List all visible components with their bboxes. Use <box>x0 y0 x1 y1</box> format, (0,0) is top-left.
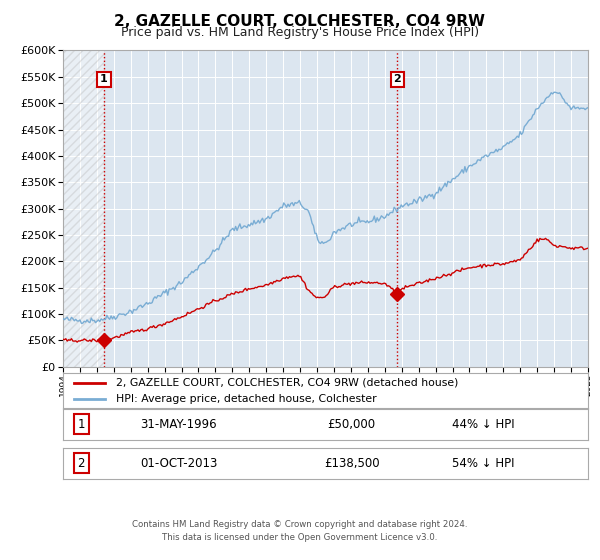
Text: Contains HM Land Registry data © Crown copyright and database right 2024.: Contains HM Land Registry data © Crown c… <box>132 520 468 529</box>
Text: 31-MAY-1996: 31-MAY-1996 <box>140 418 217 431</box>
Text: 2, GAZELLE COURT, COLCHESTER, CO4 9RW (detached house): 2, GAZELLE COURT, COLCHESTER, CO4 9RW (d… <box>115 377 458 388</box>
Text: £138,500: £138,500 <box>324 457 380 470</box>
Bar <box>63 50 104 367</box>
Text: 2: 2 <box>394 74 401 85</box>
Text: This data is licensed under the Open Government Licence v3.0.: This data is licensed under the Open Gov… <box>163 533 437 542</box>
Text: Price paid vs. HM Land Registry's House Price Index (HPI): Price paid vs. HM Land Registry's House … <box>121 26 479 39</box>
Text: 1: 1 <box>77 418 85 431</box>
Text: 2, GAZELLE COURT, COLCHESTER, CO4 9RW: 2, GAZELLE COURT, COLCHESTER, CO4 9RW <box>115 14 485 29</box>
Text: £50,000: £50,000 <box>328 418 376 431</box>
Text: HPI: Average price, detached house, Colchester: HPI: Average price, detached house, Colc… <box>115 394 376 404</box>
Text: 54% ↓ HPI: 54% ↓ HPI <box>452 457 514 470</box>
Text: 2: 2 <box>77 457 85 470</box>
Text: 01-OCT-2013: 01-OCT-2013 <box>140 457 217 470</box>
Text: 44% ↓ HPI: 44% ↓ HPI <box>452 418 514 431</box>
Text: 1: 1 <box>100 74 108 85</box>
